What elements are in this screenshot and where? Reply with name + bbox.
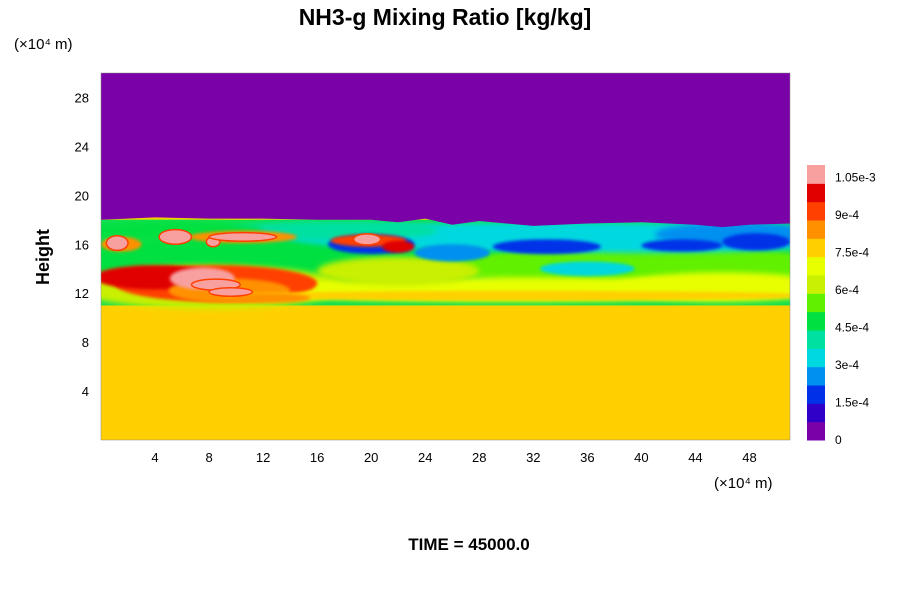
colorbar-swatch: [807, 165, 825, 184]
colorbar-label: 9e-4: [835, 208, 859, 222]
field-patch: [382, 240, 415, 253]
x-tick-labels: 4 8 12 16 20 24 28 32 36 40 44 48: [151, 450, 756, 465]
field-patch: [317, 256, 480, 286]
colorbar-swatch: [807, 330, 825, 349]
y-axis-label: Height: [33, 229, 53, 285]
y-tick-label: 4: [82, 384, 89, 399]
colorbar-label: 4.5e-4: [835, 321, 869, 335]
x-tick-label: 36: [580, 450, 594, 465]
x-axis-unit: (×10⁴ m): [714, 475, 773, 492]
field-peak: [105, 234, 129, 252]
colorbar-swatch: [807, 366, 825, 386]
x-tick-label: 44: [688, 450, 702, 465]
colorbar-swatch: [807, 293, 825, 313]
x-tick-label: 24: [418, 450, 432, 465]
field-patch: [492, 239, 601, 255]
field-peak: [208, 286, 254, 298]
time-label: TIME = 45000.0: [408, 535, 529, 554]
colorbar-swatch: [807, 403, 825, 423]
colorbar: [807, 165, 825, 441]
field-patch: [222, 290, 790, 301]
colorbar-label: 1.5e-4: [835, 396, 869, 410]
x-tick-label: 40: [634, 450, 648, 465]
x-tick-label: 48: [742, 450, 756, 465]
y-tick-labels: 4 8 12 16 20 24 28: [75, 90, 89, 399]
y-tick-label: 16: [75, 237, 89, 252]
y-tick-label: 8: [82, 335, 89, 350]
colorbar-swatch: [807, 256, 825, 276]
y-axis-unit: (×10⁴ m): [14, 36, 73, 53]
field-patch: [414, 244, 491, 262]
field-patch: [722, 233, 790, 251]
colorbar-label: 6e-4: [835, 283, 859, 297]
field-patch: [641, 239, 723, 252]
colorbar-swatch: [807, 183, 825, 203]
colorbar-label: 1.05e-3: [835, 171, 876, 185]
x-tick-label: 32: [526, 450, 540, 465]
colorbar-label: 0: [835, 433, 842, 447]
y-tick-label: 24: [75, 139, 89, 154]
x-tick-label: 28: [472, 450, 486, 465]
colorbar-swatch: [807, 421, 825, 441]
colorbar-label: 7.5e-4: [835, 246, 869, 260]
colorbar-label: 3e-4: [835, 358, 859, 372]
y-tick-label: 28: [75, 90, 89, 105]
chart-title: NH3-g Mixing Ratio [kg/kg]: [299, 4, 592, 30]
colorbar-swatch: [807, 220, 825, 239]
field-peak: [352, 233, 382, 246]
x-tick-label: 12: [256, 450, 270, 465]
y-tick-label: 12: [75, 286, 89, 301]
colorbar-swatch: [807, 385, 825, 404]
plot-frame: [100, 72, 791, 441]
x-tick-label: 4: [151, 450, 158, 465]
field-patch: [540, 261, 635, 277]
colorbar-labels: 0 1.5e-4 3e-4 4.5e-4 6e-4 7.5e-4 9e-4 1.05e-3: [835, 171, 876, 448]
plot-area: [101, 73, 790, 440]
colorbar-swatch: [807, 238, 825, 258]
field-peak: [158, 228, 193, 246]
colorbar-swatch: [807, 201, 825, 221]
colorbar-swatch: [807, 275, 825, 294]
x-tick-label: 16: [310, 450, 324, 465]
y-tick-label: 20: [75, 188, 89, 203]
field-patch: [229, 293, 311, 303]
field-top-layer: [101, 73, 790, 228]
x-tick-label: 8: [205, 450, 212, 465]
field-patch: [425, 223, 790, 253]
x-tick-label: 20: [364, 450, 378, 465]
field-peak: [208, 231, 278, 242]
colorbar-swatch: [807, 348, 825, 368]
colorbar-swatch: [807, 311, 825, 331]
